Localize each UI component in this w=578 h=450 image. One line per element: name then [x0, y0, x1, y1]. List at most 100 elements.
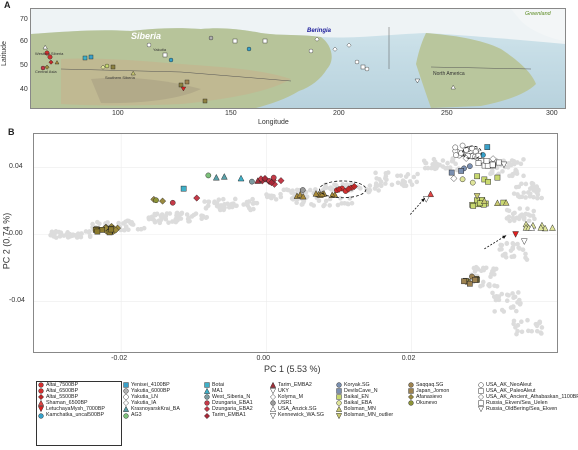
reference-point	[531, 194, 536, 200]
legend-item: UKY	[270, 388, 324, 395]
reference-point	[514, 308, 519, 314]
reference-point	[72, 232, 78, 238]
sample-point	[494, 199, 501, 206]
reference-point	[246, 199, 252, 204]
reference-point	[525, 206, 530, 212]
legend-item: LetuchayaMysh_7000BP	[38, 406, 105, 413]
reference-point	[383, 181, 388, 186]
reference-point	[342, 200, 347, 206]
reference-point	[57, 234, 63, 239]
sample-point	[500, 161, 508, 169]
legend-label: USA_Anzick.SG	[278, 406, 317, 413]
legend-label: USR1	[278, 400, 293, 407]
sample-point	[448, 169, 455, 176]
reference-point	[373, 170, 378, 176]
legend-label: Koryak.SG	[344, 382, 370, 388]
map-label-siberia: Siberia	[131, 31, 161, 41]
sample-point	[237, 174, 245, 182]
reference-point	[478, 283, 483, 289]
sample-point	[496, 159, 502, 166]
reference-point	[402, 179, 408, 185]
reference-point	[187, 218, 192, 224]
legend-symbol	[408, 388, 414, 394]
reference-point	[512, 294, 518, 300]
sample-point	[470, 203, 477, 209]
legend-item: Altai_5500BP	[38, 394, 105, 401]
reference-point	[497, 247, 502, 252]
legend-label: Baikal_EN	[344, 394, 369, 401]
legend-symbol	[336, 412, 342, 419]
reference-point	[58, 230, 63, 236]
reference-point	[414, 179, 420, 185]
legend-item: Yakutia_LN	[123, 394, 180, 400]
legend-label: Saqqaq.SG	[416, 382, 444, 388]
map-xtick: 300	[546, 110, 558, 117]
reference-point	[122, 227, 127, 233]
legend-symbol	[408, 400, 414, 406]
sample-point	[475, 160, 482, 166]
reference-point	[250, 196, 255, 202]
reference-point	[116, 220, 121, 226]
map-label-beringia: Beringia	[307, 28, 332, 34]
reference-point	[241, 202, 246, 207]
legend-symbol	[38, 400, 44, 407]
reference-point	[170, 219, 175, 224]
legend-item: West_Siberia_N	[204, 394, 253, 400]
reference-point	[216, 197, 222, 202]
map-xtick: 150	[225, 110, 237, 117]
legend-symbol	[38, 406, 44, 413]
reference-point	[90, 221, 95, 227]
reference-point	[534, 328, 540, 334]
reference-point	[525, 328, 531, 334]
legend-label: USA_AK_PaleoAleut	[486, 388, 536, 395]
legend-column: Botai MA1 West_Siberia_N Dzungaria_EBA1 Dzun…	[204, 382, 253, 419]
legend-symbol	[408, 382, 414, 388]
reference-point	[539, 331, 544, 336]
legend-symbol	[478, 388, 484, 394]
sample-point	[153, 197, 159, 204]
reference-point	[500, 169, 505, 174]
legend-label: Altai_6500BP	[46, 388, 79, 395]
legend-highlight-frame	[36, 381, 122, 446]
sample-point	[461, 278, 467, 285]
legend-symbol	[123, 382, 129, 388]
reference-point	[146, 216, 152, 222]
reference-point	[173, 217, 179, 222]
legend-symbol	[336, 406, 342, 413]
legend-symbol	[270, 394, 276, 401]
reference-point	[422, 165, 428, 171]
reference-point	[523, 251, 528, 257]
reference-point	[526, 218, 532, 224]
legend-label: Russia_OldBering/Sea_Ekven	[486, 406, 558, 413]
highlight-ellipse	[319, 180, 367, 199]
legend-item: Botai	[204, 382, 253, 388]
reference-point	[429, 165, 434, 171]
reference-point	[374, 176, 379, 181]
sample-point	[472, 148, 479, 155]
legend-label: Yakutia_LN	[131, 394, 158, 401]
sample-point	[345, 185, 353, 193]
legend-symbol	[123, 394, 129, 400]
reference-point	[519, 194, 525, 200]
legend-symbol	[270, 388, 276, 395]
map-label-greenland: Greenland	[525, 11, 552, 17]
sample-point	[299, 187, 306, 193]
sample-point	[99, 227, 106, 233]
reference-point	[395, 173, 400, 179]
reference-point	[504, 298, 510, 304]
map-xtick: 250	[441, 110, 453, 117]
pca-ytick-label: -0.04	[9, 296, 25, 304]
reference-point	[184, 212, 190, 217]
pca-panel	[33, 133, 558, 353]
sample-point	[453, 152, 459, 158]
map-ylabel: Latitude	[0, 41, 8, 66]
reference-point	[87, 233, 93, 239]
reference-point	[248, 207, 253, 213]
legend-symbol	[408, 394, 414, 401]
sample-point	[94, 228, 101, 235]
reference-point	[268, 195, 274, 201]
reference-point	[523, 181, 529, 187]
reference-point	[443, 166, 448, 171]
legend-label: Japan_Jomon	[416, 388, 450, 395]
legend-item: Japan_Jomon	[408, 388, 449, 394]
